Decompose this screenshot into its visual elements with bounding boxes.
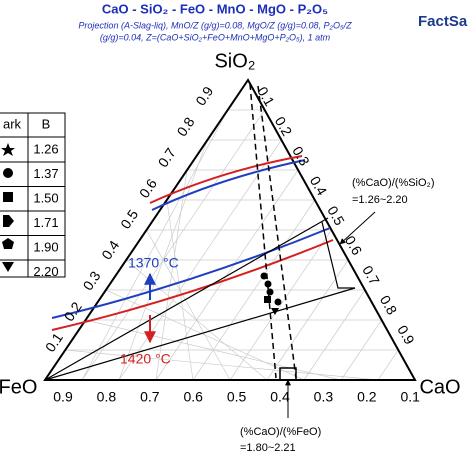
axis-label: 0.7 (140, 389, 160, 405)
legend-header: B (42, 116, 51, 131)
legend-value: 2.20 (33, 264, 58, 279)
vertex-label: CaO (419, 376, 460, 398)
grid (65, 109, 399, 381)
title: CaO - SiO₂ - FeO - MnO - MgO - P₂O₅ (102, 1, 328, 16)
legend-value: 1.37 (33, 166, 58, 181)
axis-label: 0.1 (400, 389, 420, 405)
points (260, 272, 282, 315)
axis-label: 0.8 (173, 114, 197, 139)
grid-line (377, 349, 399, 381)
region (321, 221, 355, 289)
grid-line (146, 229, 231, 381)
triangle (43, 78, 417, 381)
axis-label: 0.1 (42, 330, 66, 355)
legend-box (0, 112, 66, 278)
axis-label: 0.5 (117, 206, 141, 231)
arrow (339, 211, 376, 245)
axis-label: 0.4 (307, 173, 331, 198)
grid-line (340, 319, 382, 381)
annotation: 1420 °C (120, 351, 171, 367)
axis-label: 0.3 (314, 389, 334, 405)
axis-label: 0.3 (289, 144, 313, 169)
axis-label: 0.2 (357, 389, 377, 405)
dashed-line (257, 85, 297, 379)
axis-label: 0.4 (270, 389, 290, 405)
isotherm (51, 239, 334, 331)
grid-line (85, 319, 342, 381)
grid-line (65, 349, 379, 381)
legend-value: 1.50 (33, 190, 58, 205)
axis-label: 0.7 (359, 263, 383, 288)
annotation: (%CaO)/(%SiO₂) (352, 177, 435, 189)
grid-line (266, 259, 349, 381)
grid-line (155, 169, 299, 381)
legend: ark B 1.26 1.37 1.50 1.71 1.90 2.20 (0, 112, 66, 279)
annotation: 1370 °C (128, 255, 179, 271)
annotation: =1.26~2.20 (352, 194, 408, 206)
grid-line (303, 289, 366, 381)
axis-label: 0.8 (377, 293, 401, 318)
grid-line (105, 289, 305, 381)
axis-label: 0.9 (192, 83, 216, 108)
axis-label: 0.5 (227, 389, 247, 405)
logo: FactSa (418, 13, 468, 30)
tie-line (44, 217, 329, 381)
annotation: (%CaO)/(%FeO) (240, 426, 321, 438)
axis-label: 0.6 (183, 389, 203, 405)
axis-label: 0.7 (155, 145, 179, 170)
isotherm (151, 159, 306, 211)
subtitle: Projection (A-Slag-liq), MnO/Z (g/g)=0.0… (78, 20, 352, 30)
grid-line (229, 229, 332, 381)
axis-label: 0.2 (61, 299, 85, 324)
box (279, 367, 297, 381)
isotherm (149, 155, 303, 204)
legend-value: 1.71 (33, 215, 58, 230)
annotation: =1.80~2.21 (240, 442, 296, 454)
dashed-line (249, 83, 277, 379)
axis-label: 0.9 (53, 389, 73, 405)
vertex-label: FeO (0, 376, 37, 398)
axis-label: 0.6 (136, 176, 160, 201)
axis-label: 0.2 (272, 114, 296, 139)
legend-value: 1.90 (33, 239, 58, 254)
subtitle: (g/g)=0.04, Z=(CaO+SiO₂+FeO+MnO+MgO+P₂O₅… (100, 32, 331, 42)
axis-label: 0.8 (97, 389, 117, 405)
isotherm (51, 227, 331, 319)
axis-label: 0.3 (79, 268, 103, 293)
legend-header: ark (3, 116, 22, 131)
axis-label: 0.4 (98, 237, 122, 262)
vertex-label: SiO₂ (214, 50, 255, 72)
axis-label: 0.9 (394, 322, 418, 347)
tie-line (44, 287, 356, 381)
legend-value: 1.26 (33, 141, 58, 156)
